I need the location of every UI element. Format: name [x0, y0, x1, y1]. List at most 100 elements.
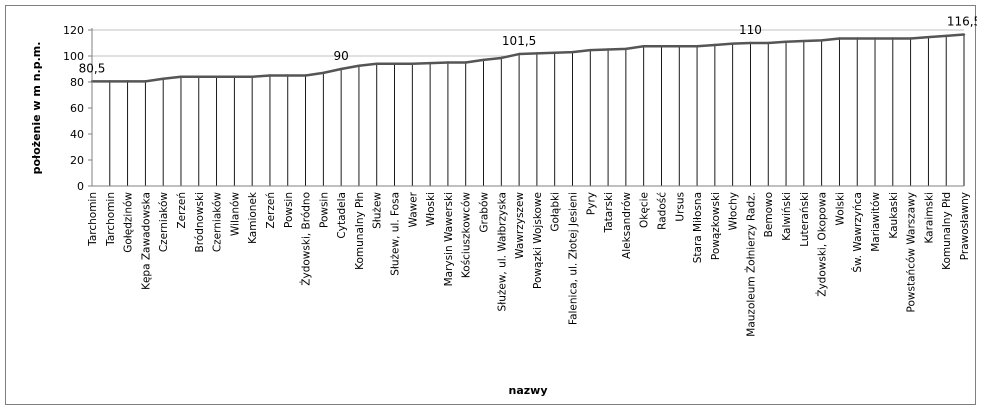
- data-point: [784, 40, 788, 43]
- x-tick-label: Powązkowski: [710, 192, 722, 260]
- x-tick-label: Powsin: [318, 192, 330, 228]
- axes: [91, 28, 964, 187]
- x-tick-label: Zerzeń: [265, 192, 277, 229]
- series-line: [92, 33, 965, 83]
- data-point: [357, 64, 361, 67]
- x-tick-label: Kalwiński: [781, 192, 793, 241]
- x-tick-label: Bródnowski: [194, 192, 206, 253]
- data-point: [393, 62, 396, 65]
- x-tick-label: Włochy: [728, 192, 740, 230]
- x-tick-label: Bemowo: [763, 192, 775, 237]
- y-tick-label: 120: [63, 24, 84, 37]
- data-point: [375, 62, 378, 65]
- x-tick-label: Żydowski, Okopowa: [816, 192, 829, 297]
- chart: 0 20 40 60 80 100 120 Tarchomin Tarchomin Gołędz…: [30, 15, 977, 397]
- data-point: [250, 75, 254, 79]
- x-tick-label: Wolski: [834, 192, 846, 226]
- x-tick-label: Mariawitów: [870, 192, 882, 252]
- data-point: [268, 74, 272, 77]
- x-tick-label: Luterański: [799, 192, 811, 247]
- data-point: [873, 37, 877, 40]
- data-point: [624, 47, 628, 51]
- data-point: [909, 37, 912, 40]
- x-tick-label: Gołąbki: [550, 192, 562, 232]
- data-point: [428, 61, 432, 65]
- x-tick-label: Kaukaski: [888, 192, 900, 239]
- y-tick-labels: 0 20 40 60 80 100 120: [63, 24, 84, 193]
- data-point: [286, 74, 289, 77]
- data-point: [197, 75, 200, 79]
- x-tick-label: Gołędzinów: [123, 192, 135, 253]
- x-tick-label: Powązki Wojskowe: [532, 192, 544, 289]
- x-tick-label: Tarchomin: [87, 192, 99, 247]
- x-tick-label: Komunalny Płd: [941, 192, 953, 270]
- data-point: [304, 74, 307, 77]
- x-tick-label: Stara Miłosna: [692, 192, 704, 263]
- y-tick-label: 20: [70, 154, 84, 167]
- x-tick-label: Zerzeń: [176, 192, 188, 229]
- x-tick-label: Marysin Wawerski: [443, 192, 455, 286]
- data-label: 101,5: [502, 34, 536, 48]
- x-tick-label: Cytadela: [336, 192, 348, 239]
- y-tick-label: 40: [70, 128, 84, 141]
- x-tick-label: Powstańców Warszawy: [906, 192, 918, 312]
- data-point: [108, 80, 111, 83]
- area-series: [90, 33, 966, 186]
- x-tick-label: Św. Wawrzyńca: [851, 192, 864, 273]
- x-tick-label: Służew: [372, 192, 384, 229]
- data-point: [606, 48, 610, 51]
- data-point: [678, 45, 681, 48]
- data-point: [535, 52, 539, 55]
- y-tick-label: 80: [70, 76, 84, 89]
- data-point: [695, 45, 699, 48]
- data-point: [215, 75, 218, 79]
- x-tick-label: Mauzoleum Żołnierzy Radz.: [744, 192, 757, 337]
- data-point: [482, 58, 485, 62]
- x-axis-label: nazwy: [509, 384, 548, 397]
- data-point: [962, 33, 966, 36]
- data-point: [820, 39, 823, 42]
- x-tick-label: Wawer: [407, 191, 419, 227]
- y-tick-label: 60: [70, 102, 84, 115]
- data-point: [517, 52, 521, 56]
- data-label: 116,5: [947, 15, 977, 29]
- data-point: [464, 61, 467, 64]
- x-tick-label: Falenica, ul. Złotej Jesieni: [567, 192, 579, 325]
- data-point: [322, 71, 325, 75]
- data-point: [144, 80, 147, 83]
- data-label: 110: [739, 23, 762, 37]
- y-tick-label: 100: [63, 50, 84, 63]
- data-point: [660, 45, 663, 48]
- data-point: [233, 75, 236, 79]
- x-tick-label: Czerniaków: [158, 192, 170, 253]
- x-tick-label: Tarchomin: [105, 192, 117, 247]
- data-point: [802, 39, 806, 43]
- x-tick-label: Kamionek: [247, 191, 259, 244]
- data-point: [749, 41, 752, 45]
- data-point: [446, 61, 450, 64]
- x-tick-label: Wilanów: [229, 192, 241, 236]
- area-fill: [92, 34, 964, 186]
- data-point: [713, 43, 717, 47]
- x-tick-label: Prawosławny: [959, 192, 971, 260]
- data-point: [571, 50, 574, 54]
- data-point: [411, 62, 414, 65]
- x-tick-label: Kościuszkowców: [461, 192, 473, 278]
- x-tick-labels: Tarchomin Tarchomin Gołędzinów Kępa Zawadow…: [87, 191, 971, 337]
- data-point: [767, 41, 770, 45]
- x-tick-label: Włoski: [425, 192, 437, 226]
- data-point: [945, 34, 948, 38]
- x-tick-label: Powsin: [283, 192, 295, 228]
- data-point: [642, 45, 645, 48]
- data-point: [179, 75, 183, 79]
- data-point: [589, 48, 592, 52]
- data-point: [339, 67, 343, 71]
- x-tick-label: Komunalny Płn: [354, 192, 366, 270]
- x-tick-label: Pyry: [585, 192, 597, 215]
- x-tick-label: Czerniaków: [212, 192, 224, 253]
- x-tick-label: Aleksandrów: [621, 192, 633, 259]
- data-point: [838, 37, 841, 40]
- x-tick-label: Ursus: [674, 192, 686, 222]
- x-tick-label: Radość: [656, 192, 668, 230]
- x-tick-label: Służew, ul. Wałbrzyska: [496, 192, 508, 311]
